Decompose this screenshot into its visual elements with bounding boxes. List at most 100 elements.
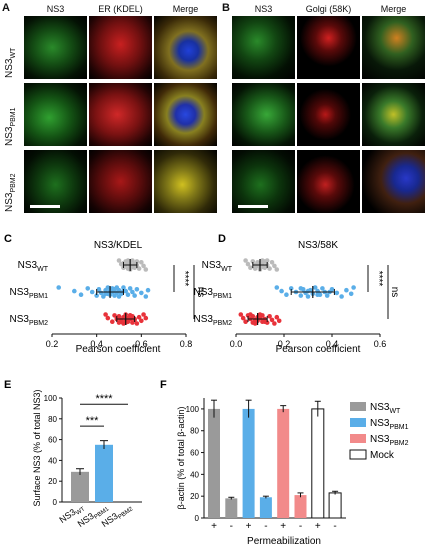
- panel-d-point-s0-19: [274, 267, 280, 272]
- panel-c-point-s1-26: [130, 289, 135, 295]
- panel-d-point-s0-16: [267, 266, 272, 271]
- panel-b-header-golgi: Golgi (58K): [305, 4, 352, 14]
- micrograph-b-pbm2-merge: [362, 150, 425, 213]
- panel-c-point-s0-23: [132, 261, 137, 267]
- micrograph-b-wt-ns3: [232, 16, 295, 79]
- panel-f-ytick-label-5: 100: [186, 405, 200, 414]
- panel-d-point-s0-21: [260, 264, 265, 270]
- panel-d-point-s0-1: [245, 261, 251, 267]
- panel-d-point-s1-19: [339, 294, 344, 299]
- panel-e-category-label-2: NS3PBM2: [100, 501, 135, 531]
- panel-c-point-s1-29: [139, 290, 144, 296]
- panel-c-point-s2-22: [141, 312, 146, 317]
- panel-d-point-s1-24: [315, 292, 320, 298]
- panel-c-point-s2-0: [103, 312, 108, 317]
- panel-e-ytick-label-1: 20: [48, 477, 57, 486]
- panel-c-point-s2-23: [143, 315, 149, 321]
- micrograph-a-wt-ns3: [24, 16, 87, 79]
- panel-f-ytick-label-0: 0: [195, 514, 200, 523]
- panel-c-point-s1-30: [143, 294, 149, 299]
- micrograph-b-pbm2-ns3: [232, 150, 295, 213]
- panel-c-point-s0-11: [130, 258, 135, 263]
- panel-e-sig-label-1: ***: [86, 415, 100, 427]
- panel-d-point-s1-21: [348, 291, 354, 297]
- panel-d-point-s1-16: [324, 293, 330, 298]
- micrograph-a-wt-er: [89, 16, 152, 79]
- panel-label-b: B: [222, 2, 230, 14]
- micrograph-b-pbm1-ns3: [232, 83, 295, 146]
- panel-e-ytick-label-4: 80: [48, 415, 57, 424]
- micrograph-a-pbm1-ns3: [24, 83, 87, 146]
- panel-f-legend-label-1: NS3PBM1: [370, 418, 409, 431]
- panel-e-bar-0: [71, 471, 89, 502]
- panel-c-category-label-1: NS3PBM1: [9, 287, 48, 300]
- micrograph-b-wt-golgi: [297, 16, 360, 79]
- micrograph-a-pbm2-ns3: [24, 150, 87, 213]
- panel-f-bar-4: [277, 408, 290, 518]
- panel-f-bar-5: [294, 495, 307, 518]
- panel-f-category-label-4: +: [280, 521, 286, 532]
- panel-e-bar-1: [95, 444, 113, 502]
- micrograph-b-pbm1-merge: [362, 83, 425, 146]
- micrograph-b-wt-merge: [362, 16, 425, 79]
- panel-d-point-s1-8: [305, 294, 311, 299]
- panel-c-point-s0-16: [136, 266, 142, 271]
- panel-c-point-s2-3: [112, 313, 117, 318]
- panel-c-point-s1-24: [125, 292, 131, 298]
- panel-d-point-s2-17: [267, 314, 272, 319]
- panel-d-point-s2-19: [272, 321, 277, 326]
- panel-d-point-s0-2: [248, 265, 253, 271]
- panel-f-xlabel: Permeabilization: [247, 536, 321, 547]
- panel-e-ytick-label-3: 60: [48, 436, 57, 445]
- panel-c-point-s2-19: [134, 321, 140, 326]
- panel-d-point-s1-0: [274, 285, 280, 290]
- panel-f-ytick-label-1: 20: [190, 492, 199, 501]
- panel-label-a: A: [2, 2, 10, 14]
- panel-c-point-s2-1: [105, 315, 111, 321]
- panel-a-header-er: ER (KDEL): [98, 4, 143, 14]
- panel-c-sig-label-2: ns: [195, 287, 206, 298]
- panel-d-point-s2-22: [248, 312, 253, 317]
- panel-d-point-s0-0: [243, 258, 248, 263]
- micrograph-a-wt-merge: [154, 16, 217, 79]
- panel-c-point-s1-1: [72, 288, 77, 294]
- panel-d-point-s0-20: [255, 260, 260, 266]
- panel-c-point-s1-25: [127, 286, 133, 291]
- micrograph-a-pbm2-er: [89, 150, 152, 213]
- panel-a-header-ns3: NS3: [46, 4, 65, 14]
- panel-f-category-label-3: -: [264, 521, 267, 532]
- panel-c-point-s0-17: [139, 260, 144, 265]
- panel-d-point-s0-18: [272, 263, 277, 269]
- panel-c-sig-label-1: ****: [179, 271, 190, 287]
- panel-d-point-s1-2: [284, 292, 289, 298]
- panel-d-point-s0-22: [264, 258, 270, 263]
- panel-c-point-s2-25: [127, 313, 133, 318]
- micrograph-a-pbm2-merge: [154, 150, 217, 213]
- panel-d-xlabel: Pearson coefficient: [276, 344, 361, 355]
- panel-f-legend-label-3: Mock: [370, 450, 395, 461]
- panel-d-point-s2-24: [262, 319, 268, 325]
- panel-f-ylabel: β-actin (% of total β-actin): [176, 407, 186, 510]
- panel-f-category-label-1: -: [230, 521, 233, 532]
- panel-f-ytick-label-3: 60: [190, 449, 199, 458]
- panel-c-point-s2-20: [136, 314, 142, 320]
- panel-f-legend-swatch-0: [350, 402, 366, 411]
- panel-d-point-s1-5: [298, 293, 304, 298]
- panel-d-point-s1-25: [298, 286, 304, 291]
- panel-f-legend-swatch-1: [350, 418, 366, 427]
- panel-a-header-merge: Merge: [172, 4, 199, 14]
- panel-c-point-s1-32: [103, 291, 108, 297]
- panel-c-category-label-2: NS3PBM2: [9, 314, 48, 327]
- panel-c-point-s0-19: [143, 267, 149, 272]
- panel-d-point-s2-21: [276, 318, 282, 324]
- panel-f-legend-swatch-2: [350, 434, 366, 443]
- panel-f-legend-swatch-3: [349, 449, 367, 460]
- panel-d-sig-label-2: ns: [389, 287, 400, 298]
- panel-d-point-s1-1: [279, 288, 284, 294]
- micrograph-b-pbm2-golgi: [297, 150, 360, 213]
- panel-f-category-label-7: -: [333, 521, 336, 532]
- panel-c-point-s0-0: [116, 258, 122, 263]
- micrograph-a-pbm1-merge: [154, 83, 217, 146]
- panel-f-legend-label-2: NS3PBM2: [370, 434, 409, 447]
